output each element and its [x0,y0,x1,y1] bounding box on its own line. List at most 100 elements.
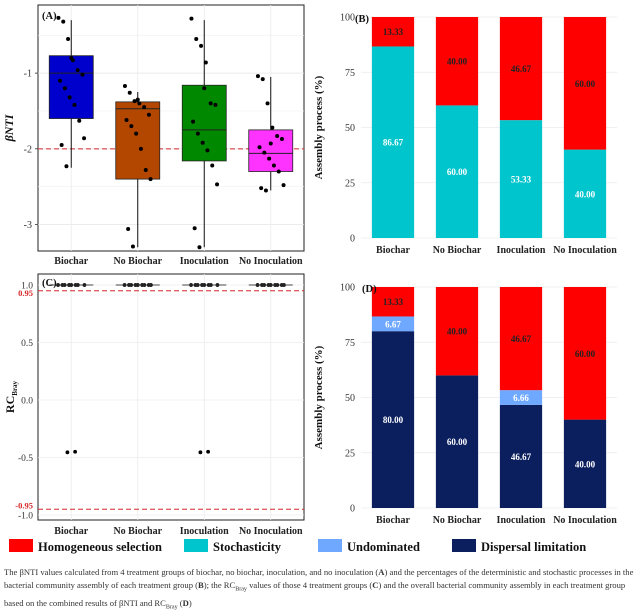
bar-segment [563,287,607,420]
data-point [205,148,210,153]
x-tick-label: No Inoculation [239,256,303,267]
data-point [267,156,272,161]
data-label: 13.33 [383,297,404,307]
data-point [65,450,70,455]
y-tick-label: 25 [345,178,355,189]
legend-label: Dispersal limitation [481,540,586,554]
data-point [262,150,267,155]
data-point [64,164,69,169]
caption-subscript: Bray [235,586,247,593]
x-tick-label: Inoculation [180,526,229,537]
panel-a-boxplot: -1 -2 -3 Biochar No Biochar Inoculation No Ino… [2,4,305,267]
data-point [260,77,265,82]
data-point [257,145,262,150]
data-point [137,101,142,106]
y-tick-label: 0 [350,504,355,515]
y-axis-title: RCBray [3,380,19,413]
data-point [213,102,218,107]
data-point [279,136,284,141]
legend-swatch [184,539,208,552]
data-point [75,68,80,73]
y-tick-label: 100 [340,283,355,294]
data-point [195,131,200,136]
data-point [198,450,203,455]
y-axis-title: βNTI [2,113,16,142]
plot-area [37,273,305,521]
data-label: 40.00 [447,327,468,337]
y-tick-label: -1.0 [18,512,33,522]
legend-swatch [9,539,33,552]
data-point [73,449,77,454]
panel-label: (D) [362,284,377,295]
data-label: 40.00 [447,57,468,67]
y-tick-label: 25 [345,448,355,459]
data-label: 40.00 [575,189,596,199]
plot-area [37,4,305,252]
bar-segment [499,17,543,121]
caption-text: The βNTI values calculated from 4 treatm… [4,567,379,577]
data-label: 60.00 [575,349,596,359]
data-point [191,119,196,124]
data-point [67,95,72,100]
data-point [275,133,280,138]
y-tick-label: 0.95 [18,288,33,298]
data-point [80,72,85,77]
caption-text: ) and the percentages of the determinist… [4,567,634,590]
panel-c-scatter: 1.00.95 0.5 0.0 -0.5 -0.95 -1.0 Biochar No Bioc… [3,273,305,537]
data-label: 60.00 [575,79,596,89]
x-tick-label: No Inoculation [239,526,303,537]
y-axis-title: Assembly process (%) [313,345,325,449]
data-point [268,141,273,146]
x-tick-label: Biochar [54,526,88,537]
data-point [197,245,202,250]
data-point [192,226,197,231]
data-point [189,16,194,21]
data-point [194,37,199,42]
y-tick-label: 75 [345,68,355,79]
data-point [66,37,71,42]
caption-ref: D [182,597,189,608]
y-axis-title: Assembly process (%) [313,75,325,179]
data-point [127,90,132,95]
x-tick-label: Biochar [376,515,410,526]
data-point [82,136,87,141]
data-point [210,163,215,168]
data-point [138,146,143,151]
box [248,129,294,172]
data-point [203,60,208,65]
data-point [126,227,131,232]
x-tick-label: Inoculation [497,515,546,526]
data-point [72,102,77,107]
data-label: 80.00 [383,415,404,425]
caption-ref: A [378,567,385,577]
data-point [143,168,148,173]
data-label: 6.67 [385,319,401,329]
data-point [130,244,135,249]
legend-label: Undominated [347,540,420,554]
data-label: 46.67 [511,334,532,344]
data-label: 6.66 [513,393,529,403]
caption-ref: C [372,580,379,590]
legend: Homogeneous selection Stochasticity Undomi… [9,539,586,554]
data-point [263,188,268,193]
data-point [276,169,281,174]
data-point [58,78,63,83]
data-label: 53.33 [511,175,532,185]
box [181,84,227,162]
data-point [255,74,260,79]
data-point [129,124,134,129]
bar-segment [499,120,543,238]
bar-segment [371,46,415,238]
x-tick-label: Inoculation [180,256,229,267]
y-tick-label: -3 [24,220,32,231]
box [115,101,161,180]
y-tick-label: 0 [350,234,355,245]
legend-swatch [318,539,342,552]
data-point [142,105,147,110]
y-tick-label: -0.5 [18,454,33,464]
data-point [271,163,276,168]
legend-swatch [452,539,476,552]
figure: -1 -2 -3 Biochar No Biochar Inoculation No Ino… [2,4,617,554]
data-point [61,19,66,24]
bar-segment [563,419,607,508]
